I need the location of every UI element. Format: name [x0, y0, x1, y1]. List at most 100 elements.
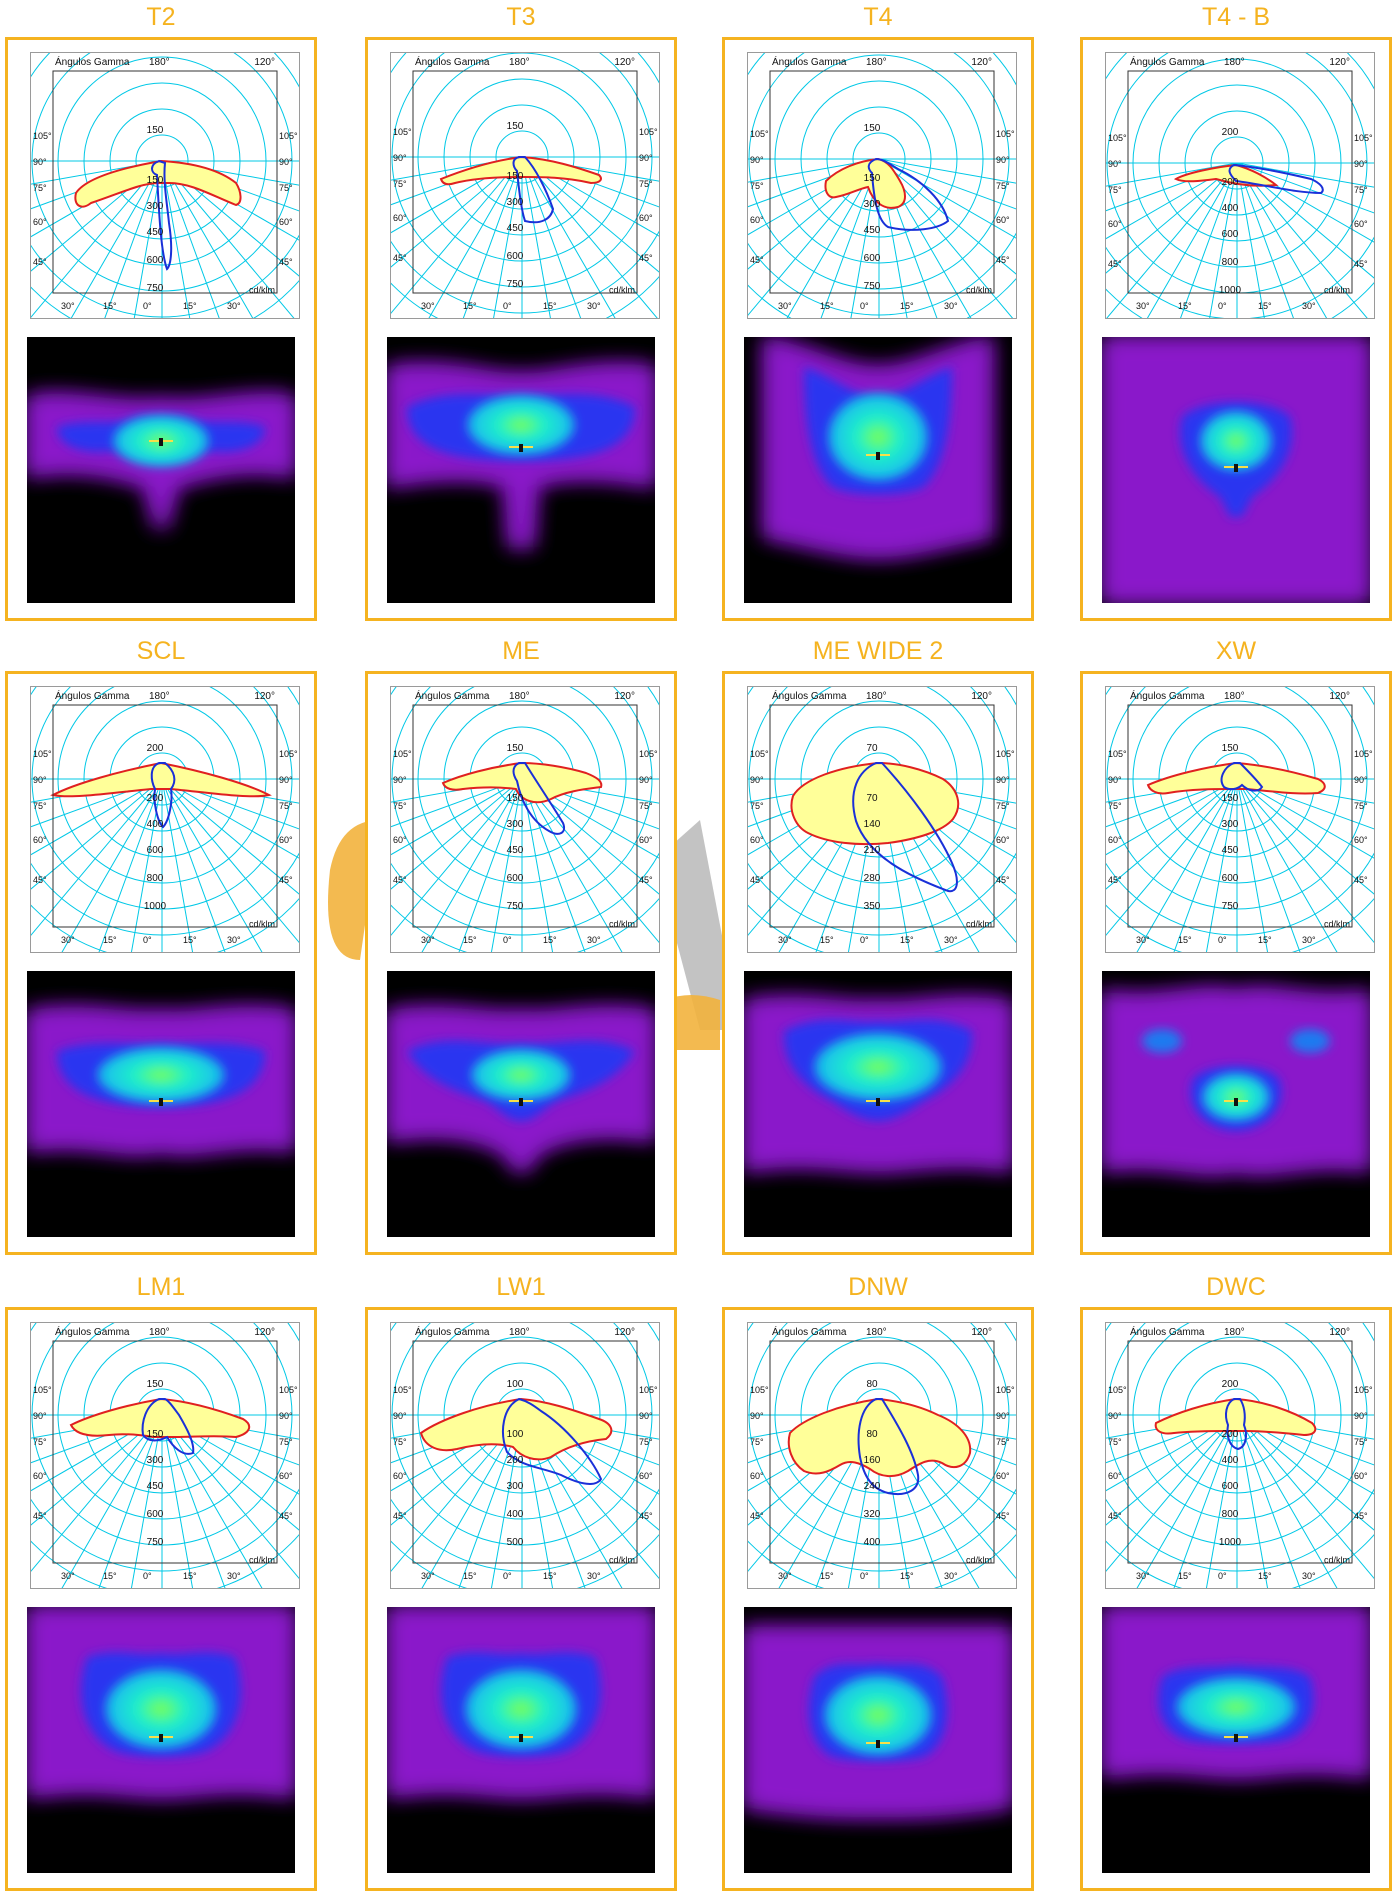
- heatmap-spot: [1290, 1029, 1330, 1053]
- illuminance-heatmap: [1102, 1607, 1370, 1873]
- radial-tick-label: 300: [146, 201, 164, 212]
- polar-diagram-svg: [748, 687, 1016, 952]
- blue-curve: [150, 762, 176, 829]
- radial-tick-label: 140: [863, 819, 881, 830]
- radial-tick-label: 280: [863, 873, 881, 884]
- illuminance-heatmap: [744, 1607, 1012, 1873]
- unit-label: cd/klm: [248, 919, 275, 929]
- left-angle-tick: 105°: [393, 127, 412, 137]
- right-angle-tick: 105°: [996, 749, 1015, 759]
- left-angle-tick: 90°: [33, 1411, 47, 1421]
- radial-tick-label: 320: [863, 1509, 881, 1520]
- illuminance-heatmap-svg: [744, 971, 1012, 1237]
- bottom-angle-tick: 15°: [900, 301, 914, 311]
- right-angle-tick: 105°: [279, 749, 298, 759]
- right-angle-tick: 75°: [279, 1437, 293, 1447]
- bottom-angle-tick: 30°: [944, 935, 958, 945]
- left-angle-tick: 60°: [393, 835, 407, 845]
- bottom-angle-tick: 0°: [860, 1571, 869, 1581]
- bottom-angle-tick: 30°: [1302, 1571, 1316, 1581]
- plot-frame: [1127, 70, 1353, 294]
- header-angle-label: 180°: [149, 691, 170, 702]
- radial-tick-label: 1000: [143, 901, 167, 912]
- plot-frame: [412, 70, 638, 294]
- radial-tick-label: 1000: [1218, 1537, 1242, 1548]
- radial-tick-label: 70: [866, 793, 878, 804]
- radial-tick-label: 600: [1221, 873, 1239, 884]
- right-angle-tick: 75°: [279, 183, 293, 193]
- header-angle-label: 180°: [149, 57, 170, 68]
- right-angle-tick: 45°: [1354, 259, 1368, 269]
- radial-tick-label: 100: [506, 1379, 524, 1390]
- left-angle-tick: 105°: [750, 749, 769, 759]
- left-angle-tick: 45°: [393, 875, 407, 885]
- right-angle-tick: 105°: [279, 1385, 298, 1395]
- blue-curve: [1228, 163, 1324, 195]
- left-angle-tick: 75°: [33, 183, 47, 193]
- left-angle-tick: 75°: [393, 179, 407, 189]
- distribution-title: ME WIDE 2: [812, 637, 944, 665]
- polar-diagram-svg: [31, 53, 299, 318]
- illuminance-heatmap-svg: [744, 337, 1012, 603]
- luminaire-marker: [149, 1098, 173, 1106]
- left-angle-tick: 45°: [33, 1511, 47, 1521]
- left-angle-tick: 45°: [1108, 1511, 1122, 1521]
- red-curve: [50, 761, 272, 798]
- bottom-angle-tick: 30°: [778, 935, 792, 945]
- header-right-angle: 120°: [614, 691, 635, 702]
- bottom-angle-tick: 15°: [1258, 1571, 1272, 1581]
- bottom-angle-tick: 15°: [543, 935, 557, 945]
- right-angle-tick: 45°: [279, 875, 293, 885]
- header-angle-label: 180°: [509, 1327, 530, 1338]
- left-angle-tick: 90°: [1108, 775, 1122, 785]
- radial-tick-label: 600: [506, 873, 524, 884]
- illuminance-heatmap: [387, 971, 655, 1237]
- radial-tick-label: 750: [146, 283, 164, 294]
- radial-tick-label: 800: [146, 873, 164, 884]
- left-angle-tick: 90°: [750, 775, 764, 785]
- blue-curve: [852, 762, 958, 893]
- radial-tick-label: 210: [863, 845, 881, 856]
- header-angle-label: 180°: [1224, 57, 1245, 68]
- polar-diagram-svg: [31, 1323, 299, 1588]
- bottom-angle-tick: 30°: [227, 301, 241, 311]
- right-angle-tick: 105°: [639, 1385, 658, 1395]
- left-angle-tick: 105°: [33, 131, 52, 141]
- right-angle-tick: 90°: [279, 1411, 293, 1421]
- blue-curve: [141, 1398, 195, 1455]
- radial-tick-label: 150: [1221, 793, 1239, 804]
- header-right-angle: 120°: [971, 691, 992, 702]
- bottom-angle-tick: 15°: [463, 935, 477, 945]
- unit-label: cd/klm: [1323, 919, 1350, 929]
- plot-frame: [1127, 1340, 1353, 1564]
- polar-diagram-svg: [1106, 53, 1374, 318]
- header-gamma-label: Ángulos Gamma: [415, 57, 490, 68]
- right-angle-tick: 45°: [279, 1511, 293, 1521]
- luminaire-marker: [1224, 1098, 1248, 1106]
- heatmap-core: [465, 1669, 577, 1749]
- left-angle-tick: 75°: [1108, 185, 1122, 195]
- radial-tick-label: 100: [506, 1429, 524, 1440]
- illuminance-heatmap: [1102, 971, 1370, 1237]
- left-angle-tick: 45°: [1108, 259, 1122, 269]
- plot-frame: [52, 1340, 278, 1564]
- luminaire-marker: [866, 1740, 890, 1748]
- radial-tick-label: 600: [146, 1509, 164, 1520]
- right-angle-tick: 105°: [996, 1385, 1015, 1395]
- red-curve: [1154, 1397, 1317, 1437]
- distribution-title: ME: [502, 637, 540, 665]
- left-angle-tick: 60°: [33, 835, 47, 845]
- radial-tick-label: 400: [146, 819, 164, 830]
- red-curve: [787, 1397, 972, 1477]
- red-curve: [419, 1397, 613, 1461]
- right-angle-tick: 60°: [1354, 219, 1368, 229]
- bottom-angle-tick: 30°: [227, 1571, 241, 1581]
- luminaire-marker: [149, 1734, 173, 1742]
- polar-diagram: Ángulos Gamma 180° 120° 105° 105° 90° 90° 75° 75…: [1105, 686, 1375, 953]
- header-right-angle: 120°: [971, 57, 992, 68]
- header-angle-label: 180°: [1224, 691, 1245, 702]
- illuminance-heatmap-svg: [387, 971, 655, 1237]
- plot-frame: [52, 70, 278, 294]
- distribution-card: Ángulos Gamma 180° 120° 105° 105° 90° 90° 75° 75…: [722, 1307, 1034, 1891]
- bottom-angle-tick: 15°: [183, 1571, 197, 1581]
